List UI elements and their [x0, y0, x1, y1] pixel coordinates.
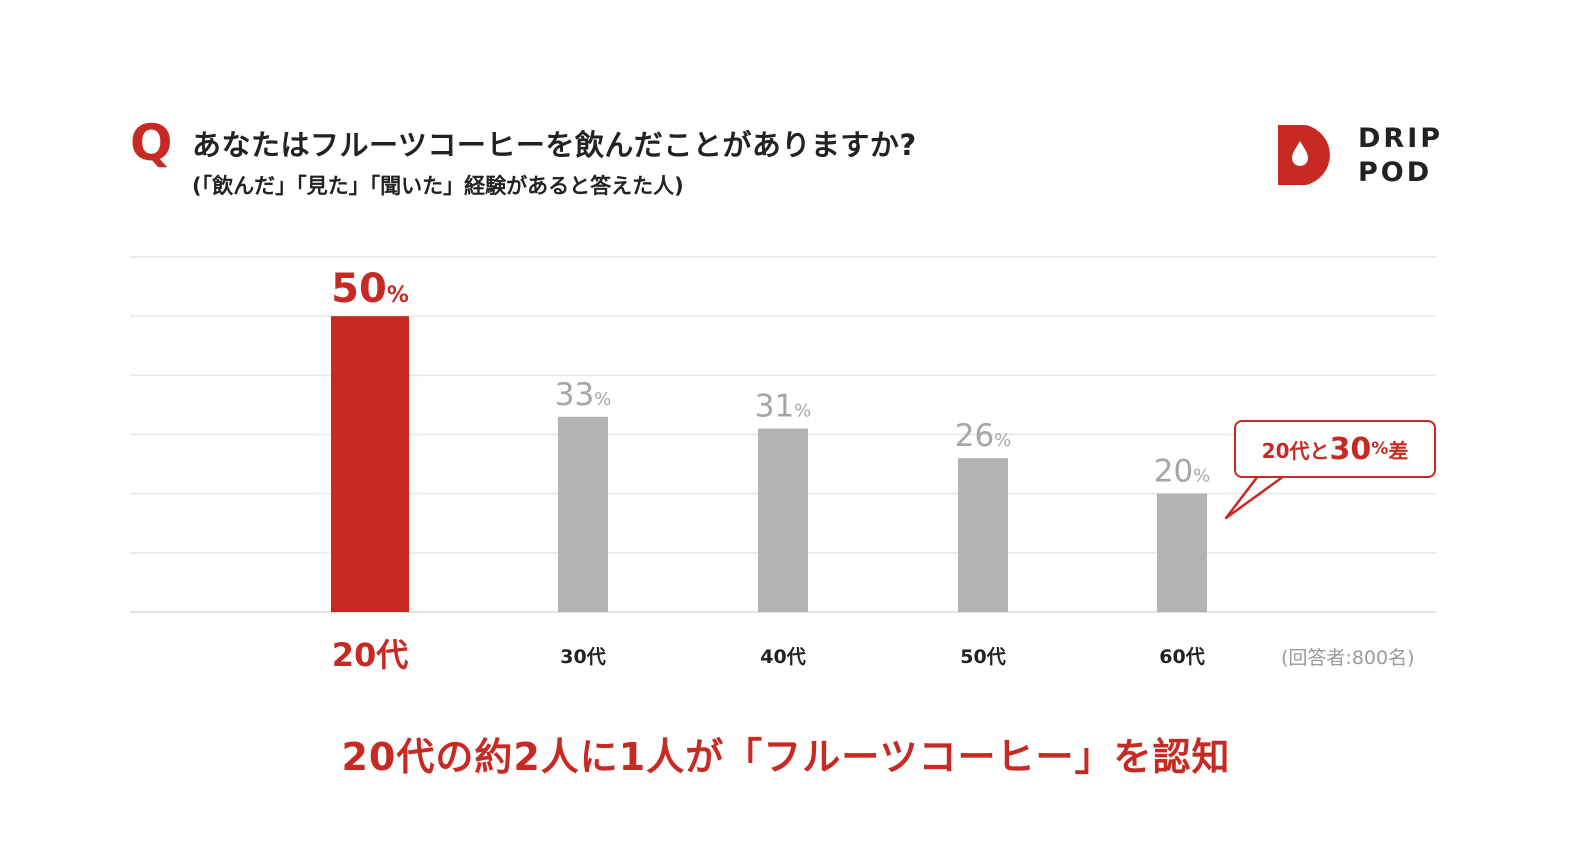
value-label-4: 20%	[1154, 454, 1211, 490]
bar-3	[958, 458, 1008, 612]
logo-text-drip: DRIP	[1358, 123, 1444, 154]
category-label-2: 40代	[760, 646, 805, 668]
difference-callout: 20代と 30% 差	[1234, 420, 1436, 478]
value-label-3: 26%	[955, 418, 1012, 454]
callout-pointer	[1224, 474, 1285, 520]
category-label-3: 50代	[960, 646, 1005, 668]
category-label-1: 30代	[560, 646, 605, 668]
bar-2	[758, 428, 808, 612]
callout-value: 30	[1329, 431, 1372, 467]
value-label-1: 33%	[555, 377, 612, 413]
value-label-0: 50%	[331, 266, 409, 312]
question-title: あなたはフルーツコーヒーを飲んだことがありますか?	[192, 128, 917, 162]
bar-4	[1157, 493, 1207, 612]
drop-icon	[1278, 125, 1330, 185]
q-mark: Q	[130, 114, 173, 172]
question-note: (「飲んだ」「見た」「聞いた」経験があると答えた人)	[192, 174, 684, 198]
bar-1	[558, 416, 608, 612]
category-label-4: 60代	[1159, 646, 1204, 668]
category-label-0: 20代	[332, 636, 409, 674]
brand-logo: DRIP POD	[1276, 123, 1446, 189]
callout-prefix: 20代と	[1261, 438, 1330, 463]
sample-size-note: (回答者:800名)	[1281, 647, 1415, 669]
callout-unit: %	[1371, 439, 1389, 459]
value-label-2: 31%	[755, 389, 812, 425]
logo-text-pod: POD	[1358, 157, 1433, 188]
bar-chart: 50% 20代 33% 30代 31% 40代 26% 50代 20% 60代	[130, 256, 1436, 674]
callout-suffix: 差	[1388, 438, 1409, 463]
bar-0	[331, 316, 409, 612]
conclusion-text: 20代の約2人に1人が「フルーツコーヒー」を認知	[341, 735, 1231, 779]
